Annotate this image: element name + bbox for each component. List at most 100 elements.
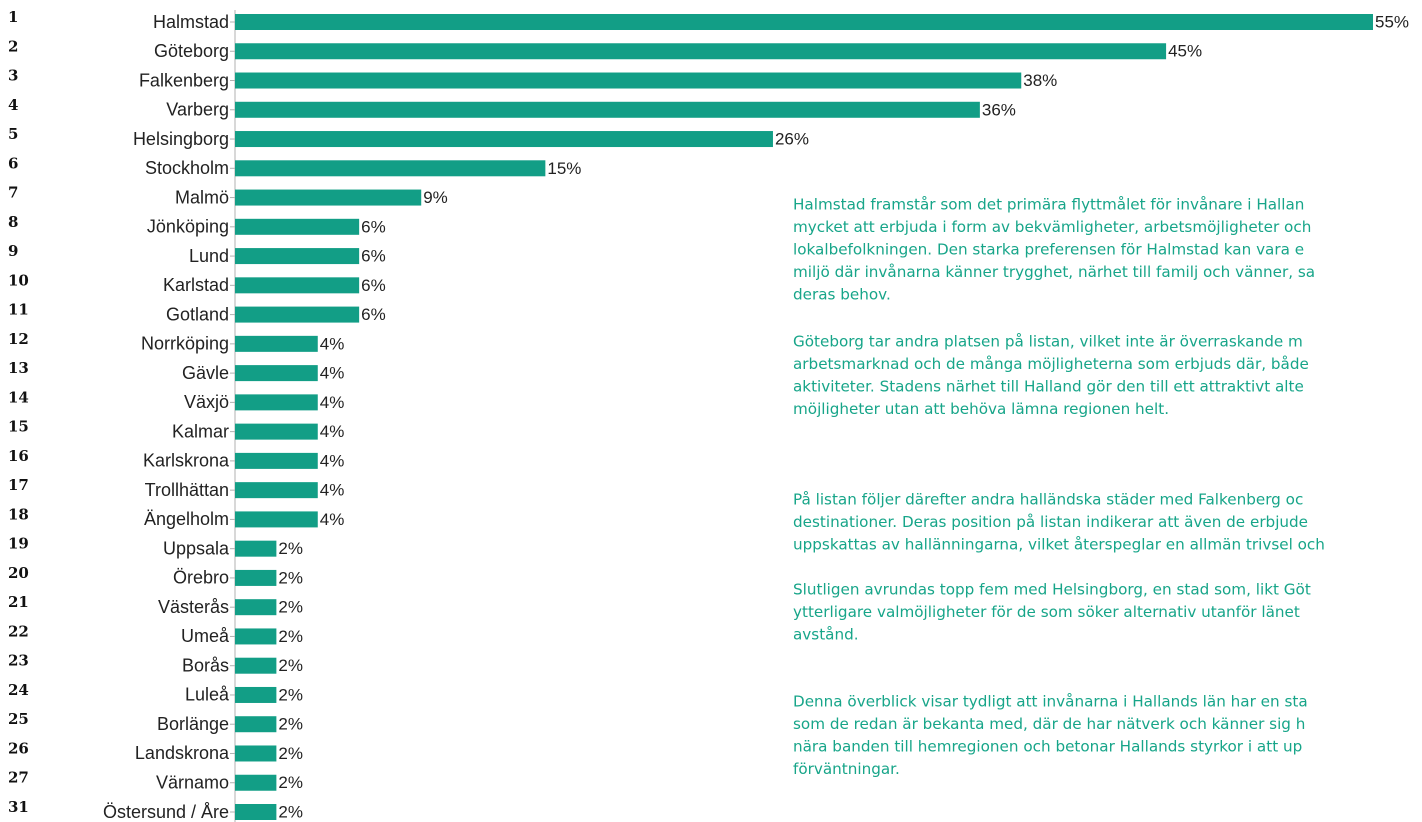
bar <box>235 218 360 235</box>
value-label: 4% <box>320 510 345 529</box>
rank-label: 2 <box>8 37 18 55</box>
bar <box>235 306 360 323</box>
category-label: Umeå <box>181 626 230 646</box>
value-label: 45% <box>1168 42 1202 61</box>
rank-label: 24 <box>8 681 29 699</box>
commentary-line: Göteborg tar andra platsen på listan, vi… <box>793 333 1303 351</box>
value-label: 2% <box>278 656 303 675</box>
bar <box>235 277 360 294</box>
rank-label: 13 <box>8 359 29 377</box>
value-label: 55% <box>1375 12 1409 31</box>
commentary-line: Halmstad framstår som det primära flyttm… <box>793 196 1304 214</box>
category-label: Trollhättan <box>145 480 229 500</box>
bar <box>235 452 318 469</box>
value-label: 2% <box>278 627 303 646</box>
value-label: 36% <box>982 100 1016 119</box>
commentary-line: avstånd. <box>793 626 859 644</box>
value-label: 4% <box>320 364 345 383</box>
value-label: 2% <box>278 568 303 587</box>
bar <box>235 335 318 352</box>
value-label: 2% <box>278 715 303 734</box>
bar <box>235 716 277 733</box>
category-label: Halmstad <box>153 12 229 32</box>
rank-label: 12 <box>8 330 29 348</box>
value-label: 6% <box>361 217 386 236</box>
rank-label: 14 <box>8 388 29 406</box>
rank-label: 11 <box>8 301 29 319</box>
rank-label: 26 <box>8 739 29 757</box>
category-label: Karlskrona <box>143 451 230 471</box>
bar <box>235 101 980 118</box>
commentary-line: möjligheter utan att behöva lämna region… <box>793 400 1169 418</box>
rank-label: 5 <box>8 125 18 143</box>
rank-label: 8 <box>8 213 18 231</box>
value-label: 9% <box>423 188 448 207</box>
rank-label: 27 <box>8 769 29 787</box>
category-label: Helsingborg <box>133 129 229 149</box>
commentary-line: aktiviteter. Stadens närhet till Halland… <box>793 378 1304 396</box>
bar <box>235 189 422 206</box>
bar <box>235 43 1167 60</box>
rank-label: 25 <box>8 710 29 728</box>
rank-label: 10 <box>8 271 29 289</box>
bar <box>235 365 318 382</box>
value-label: 2% <box>278 744 303 763</box>
bar <box>235 657 277 674</box>
commentary-line: uppskattas av hallänningarna, vilket åte… <box>793 536 1325 554</box>
category-label: Östersund / Åre <box>103 802 229 822</box>
category-label: Karlstad <box>163 275 229 295</box>
commentary-line: nära banden till hemregionen och betonar… <box>793 738 1302 756</box>
value-label: 4% <box>320 422 345 441</box>
bar <box>235 482 318 499</box>
rank-label: 19 <box>8 535 29 553</box>
commentary-line: Slutligen avrundas topp fem med Helsingb… <box>793 581 1311 599</box>
commentary-line: lokalbefolkningen. Den starka preferense… <box>793 241 1304 259</box>
rank-label: 31 <box>8 798 29 816</box>
category-label: Jönköping <box>147 217 229 237</box>
rank-label: 1 <box>8 8 18 26</box>
commentary-line: ytterligare valmöjligheter för de som sö… <box>793 603 1300 621</box>
rank-label: 17 <box>8 476 29 494</box>
value-label: 4% <box>320 451 345 470</box>
category-label: Göteborg <box>154 41 229 61</box>
category-label: Borlänge <box>157 714 229 734</box>
commentary-line: Denna överblick visar tydligt att invåna… <box>793 693 1308 711</box>
bar <box>235 599 277 616</box>
bar <box>235 804 277 820</box>
value-label: 6% <box>361 276 386 295</box>
value-label: 4% <box>320 481 345 500</box>
bar <box>235 511 318 528</box>
value-label: 38% <box>1023 71 1057 90</box>
rank-label: 21 <box>8 593 29 611</box>
value-label: 4% <box>320 393 345 412</box>
bar <box>235 569 277 586</box>
category-label: Örebro <box>173 568 229 588</box>
category-label: Gävle <box>182 363 229 383</box>
category-label: Borås <box>182 655 229 675</box>
value-label: 2% <box>278 539 303 558</box>
value-label: 2% <box>278 685 303 704</box>
rank-label: 16 <box>8 447 29 465</box>
bar <box>235 131 773 148</box>
rank-label: 22 <box>8 622 29 640</box>
bar <box>235 628 277 645</box>
commentary-line: som de redan är bekanta med, där de har … <box>793 715 1305 733</box>
commentary-line: arbetsmarknad och de många möjligheterna… <box>793 355 1309 373</box>
category-label: Gotland <box>166 304 229 324</box>
category-label: Falkenberg <box>139 70 229 90</box>
rank-label: 20 <box>8 564 29 582</box>
category-label: Värnamo <box>156 772 229 792</box>
commentary-line: mycket att erbjuda i form av bekvämlighe… <box>793 218 1311 236</box>
category-label: Kalmar <box>172 421 229 441</box>
rank-label: 3 <box>8 67 18 85</box>
value-label: 15% <box>547 159 581 178</box>
value-label: 2% <box>278 802 303 821</box>
value-label: 2% <box>278 773 303 792</box>
rank-label: 18 <box>8 505 29 523</box>
bar <box>235 540 277 557</box>
value-label: 6% <box>361 305 386 324</box>
rank-label: 9 <box>8 242 18 260</box>
bar <box>235 686 277 703</box>
